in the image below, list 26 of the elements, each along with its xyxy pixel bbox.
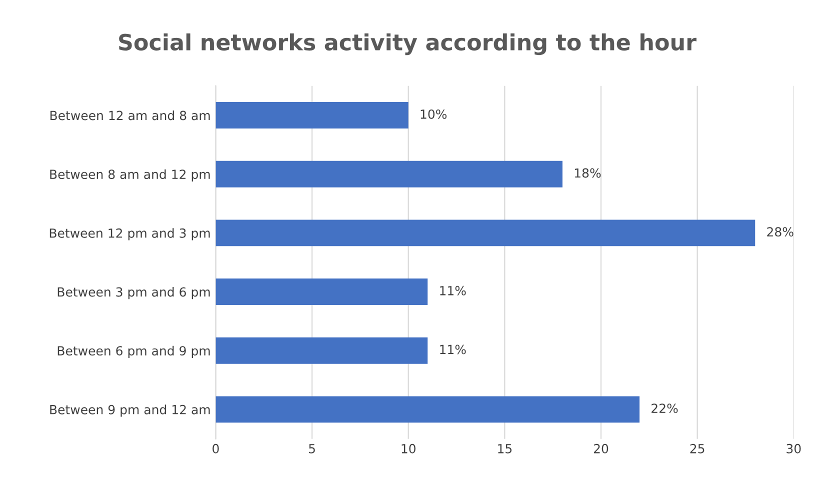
- data-label: 11%: [440, 286, 466, 296]
- y-tick-label: Between 9 pm and 12 am: [50, 404, 210, 417]
- bar: [216, 396, 640, 423]
- x-tick-label: 5: [309, 444, 315, 454]
- data-label: 10%: [420, 109, 447, 119]
- bar: [216, 160, 562, 188]
- data-label: 22%: [652, 404, 678, 414]
- y-tick-label: Between 12 am and 8 am: [50, 110, 210, 120]
- data-label: 11%: [440, 344, 466, 354]
- x-tick-label: 20: [594, 444, 608, 454]
- x-tick-label: 30: [786, 444, 801, 454]
- bar: [216, 278, 428, 305]
- x-tick-label: 15: [498, 444, 512, 454]
- x-tick-label: 25: [690, 444, 704, 454]
- data-label: 28%: [767, 227, 794, 237]
- x-tick-label: 10: [402, 444, 416, 454]
- y-tick-label: Between 3 pm and 6 pm: [58, 287, 210, 300]
- chart-title: Social networks activity according to the hour: [119, 33, 696, 56]
- y-tick-label: Between 12 pm and 3 pm: [50, 228, 210, 240]
- bar: [216, 337, 428, 364]
- y-tick-label: Between 6 pm and 9 pm: [58, 346, 210, 358]
- y-tick-label: Between 8 am and 12 pm: [50, 169, 210, 182]
- data-label: 18%: [574, 168, 601, 178]
- bar: [216, 220, 756, 246]
- x-tick-label: 0: [212, 444, 219, 454]
- bar: [216, 102, 408, 129]
